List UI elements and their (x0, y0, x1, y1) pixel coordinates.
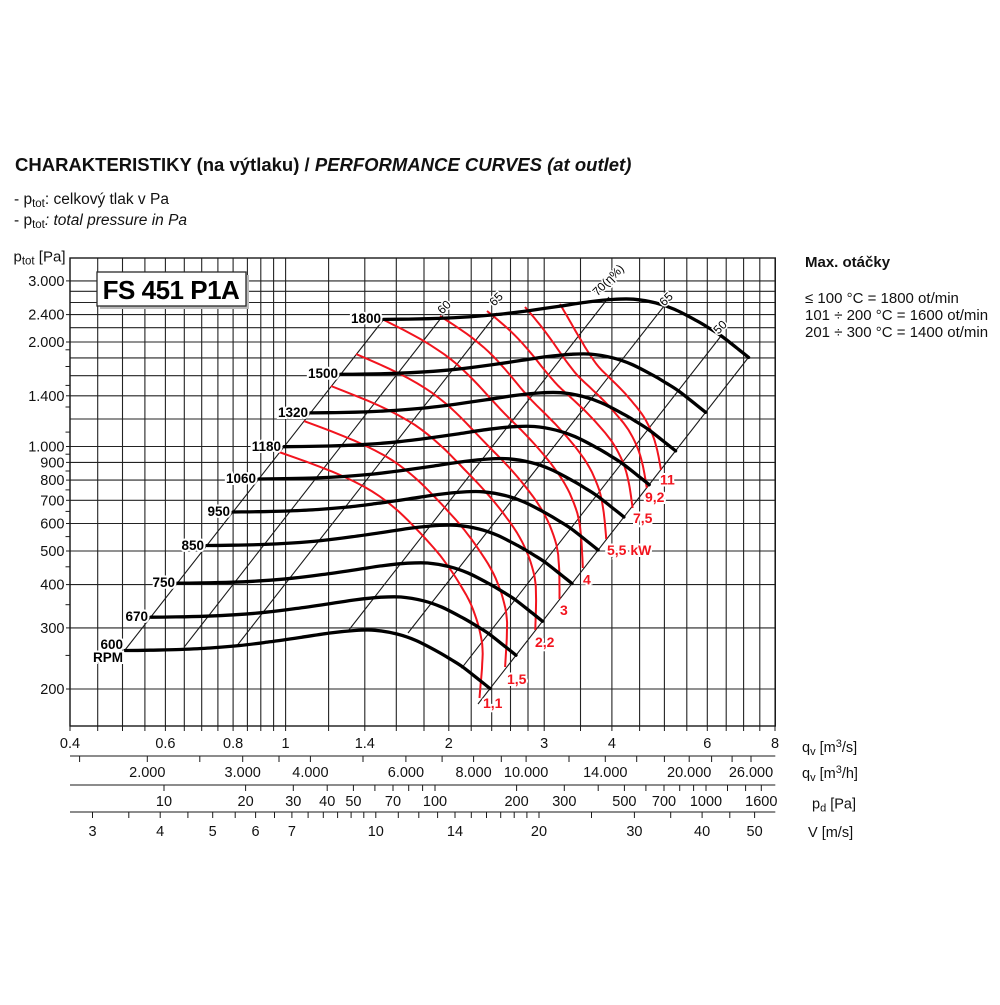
svg-text:FS 451 P1A: FS 451 P1A (103, 275, 240, 305)
svg-text:6: 6 (252, 824, 260, 840)
svg-text:100: 100 (423, 794, 447, 810)
svg-text:26.000: 26.000 (729, 765, 773, 781)
svg-text:4: 4 (156, 824, 164, 840)
svg-text:20: 20 (531, 824, 547, 840)
svg-text:200: 200 (504, 794, 528, 810)
svg-text:1,1: 1,1 (483, 695, 503, 711)
svg-text:1800: 1800 (351, 311, 381, 326)
svg-text:1: 1 (282, 736, 290, 752)
svg-text:6: 6 (703, 736, 711, 752)
svg-text:14: 14 (447, 824, 463, 840)
svg-text:20: 20 (238, 794, 254, 810)
svg-text:900: 900 (40, 455, 64, 471)
svg-text:500: 500 (40, 544, 64, 560)
svg-text:200: 200 (40, 682, 64, 698)
svg-text:750: 750 (152, 575, 175, 590)
svg-text:11: 11 (660, 472, 675, 488)
svg-text:1320: 1320 (278, 405, 308, 420)
svg-text:CHARAKTERISTIKY (na výtlaku) /: CHARAKTERISTIKY (na výtlaku) / PERFORMAN… (15, 154, 631, 175)
svg-text:4: 4 (608, 736, 616, 752)
svg-text:1000: 1000 (690, 794, 722, 810)
svg-text:ptot [Pa]: ptot [Pa] (14, 249, 66, 268)
svg-text:1500: 1500 (308, 366, 338, 381)
svg-text:7: 7 (288, 824, 296, 840)
svg-text:1060: 1060 (226, 471, 256, 486)
svg-text:- ptot: total pressure in Pa: - ptot: total pressure in Pa (14, 212, 187, 231)
svg-text:1180: 1180 (252, 439, 281, 454)
svg-text:≤ 100 °C = 1800 ot/min: ≤ 100 °C = 1800 ot/min (805, 290, 959, 307)
svg-text:4: 4 (583, 572, 591, 588)
svg-text:4.000: 4.000 (292, 765, 328, 781)
svg-text:9,2: 9,2 (645, 489, 665, 505)
svg-text:20.000: 20.000 (667, 765, 711, 781)
svg-text:3: 3 (540, 736, 548, 752)
svg-text:500: 500 (612, 794, 636, 810)
svg-text:700: 700 (652, 794, 676, 810)
svg-text:qv [m3/s]: qv [m3/s] (802, 738, 857, 758)
svg-text:600: 600 (100, 637, 123, 652)
svg-text:- ptot: celkový tlak v Pa: - ptot: celkový tlak v Pa (14, 191, 169, 210)
svg-text:3.000: 3.000 (225, 765, 261, 781)
svg-text:10.000: 10.000 (504, 765, 548, 781)
svg-text:40: 40 (319, 794, 335, 810)
svg-text:850: 850 (181, 538, 204, 553)
svg-text:30: 30 (626, 824, 642, 840)
svg-text:600: 600 (40, 517, 64, 533)
svg-text:50: 50 (747, 824, 763, 840)
svg-text:201 ÷ 300 °C = 1400 ot/min: 201 ÷ 300 °C = 1400 ot/min (805, 324, 988, 341)
svg-text:30: 30 (285, 794, 301, 810)
svg-text:0.4: 0.4 (60, 736, 80, 752)
svg-text:400: 400 (40, 578, 64, 594)
svg-text:10: 10 (156, 794, 172, 810)
svg-text:2: 2 (445, 736, 453, 752)
svg-text:2.000: 2.000 (129, 765, 165, 781)
svg-text:3: 3 (560, 602, 568, 618)
svg-text:2.000: 2.000 (28, 335, 64, 351)
svg-text:2.400: 2.400 (28, 308, 64, 324)
svg-text:1.000: 1.000 (28, 440, 64, 456)
svg-text:Max. otáčky: Max. otáčky (805, 254, 891, 271)
svg-text:10: 10 (368, 824, 384, 840)
svg-text:800: 800 (40, 473, 64, 489)
svg-text:5: 5 (209, 824, 217, 840)
svg-text:6.000: 6.000 (388, 765, 424, 781)
svg-text:7,5: 7,5 (633, 510, 653, 526)
svg-text:1.400: 1.400 (28, 389, 64, 405)
svg-text:700: 700 (40, 493, 64, 509)
svg-text:40: 40 (694, 824, 710, 840)
svg-text:8.000: 8.000 (455, 765, 491, 781)
svg-text:3: 3 (88, 824, 96, 840)
svg-text:3.000: 3.000 (28, 274, 64, 290)
svg-text:14.000: 14.000 (583, 765, 627, 781)
svg-text:0.8: 0.8 (223, 736, 243, 752)
svg-text:300: 300 (552, 794, 576, 810)
svg-text:101 ÷ 200 °C = 1600 ot/min: 101 ÷ 200 °C = 1600 ot/min (805, 307, 988, 324)
svg-text:8: 8 (771, 736, 779, 752)
svg-text:2,2: 2,2 (535, 634, 555, 650)
svg-text:50: 50 (345, 794, 361, 810)
svg-text:670: 670 (125, 609, 148, 624)
svg-text:300: 300 (40, 621, 64, 637)
svg-text:RPM: RPM (93, 650, 123, 665)
svg-text:0.6: 0.6 (155, 736, 175, 752)
svg-text:1.4: 1.4 (355, 736, 375, 752)
svg-text:pd [Pa]: pd [Pa] (812, 797, 856, 815)
svg-text:950: 950 (207, 504, 230, 519)
svg-text:1600: 1600 (745, 794, 777, 810)
svg-text:5,5 kW: 5,5 kW (607, 542, 652, 558)
svg-text:1,5: 1,5 (507, 671, 527, 687)
svg-text:V [m/s]: V [m/s] (808, 825, 853, 841)
svg-text:qv [m3/h]: qv [m3/h] (802, 764, 858, 784)
svg-text:70: 70 (385, 794, 401, 810)
